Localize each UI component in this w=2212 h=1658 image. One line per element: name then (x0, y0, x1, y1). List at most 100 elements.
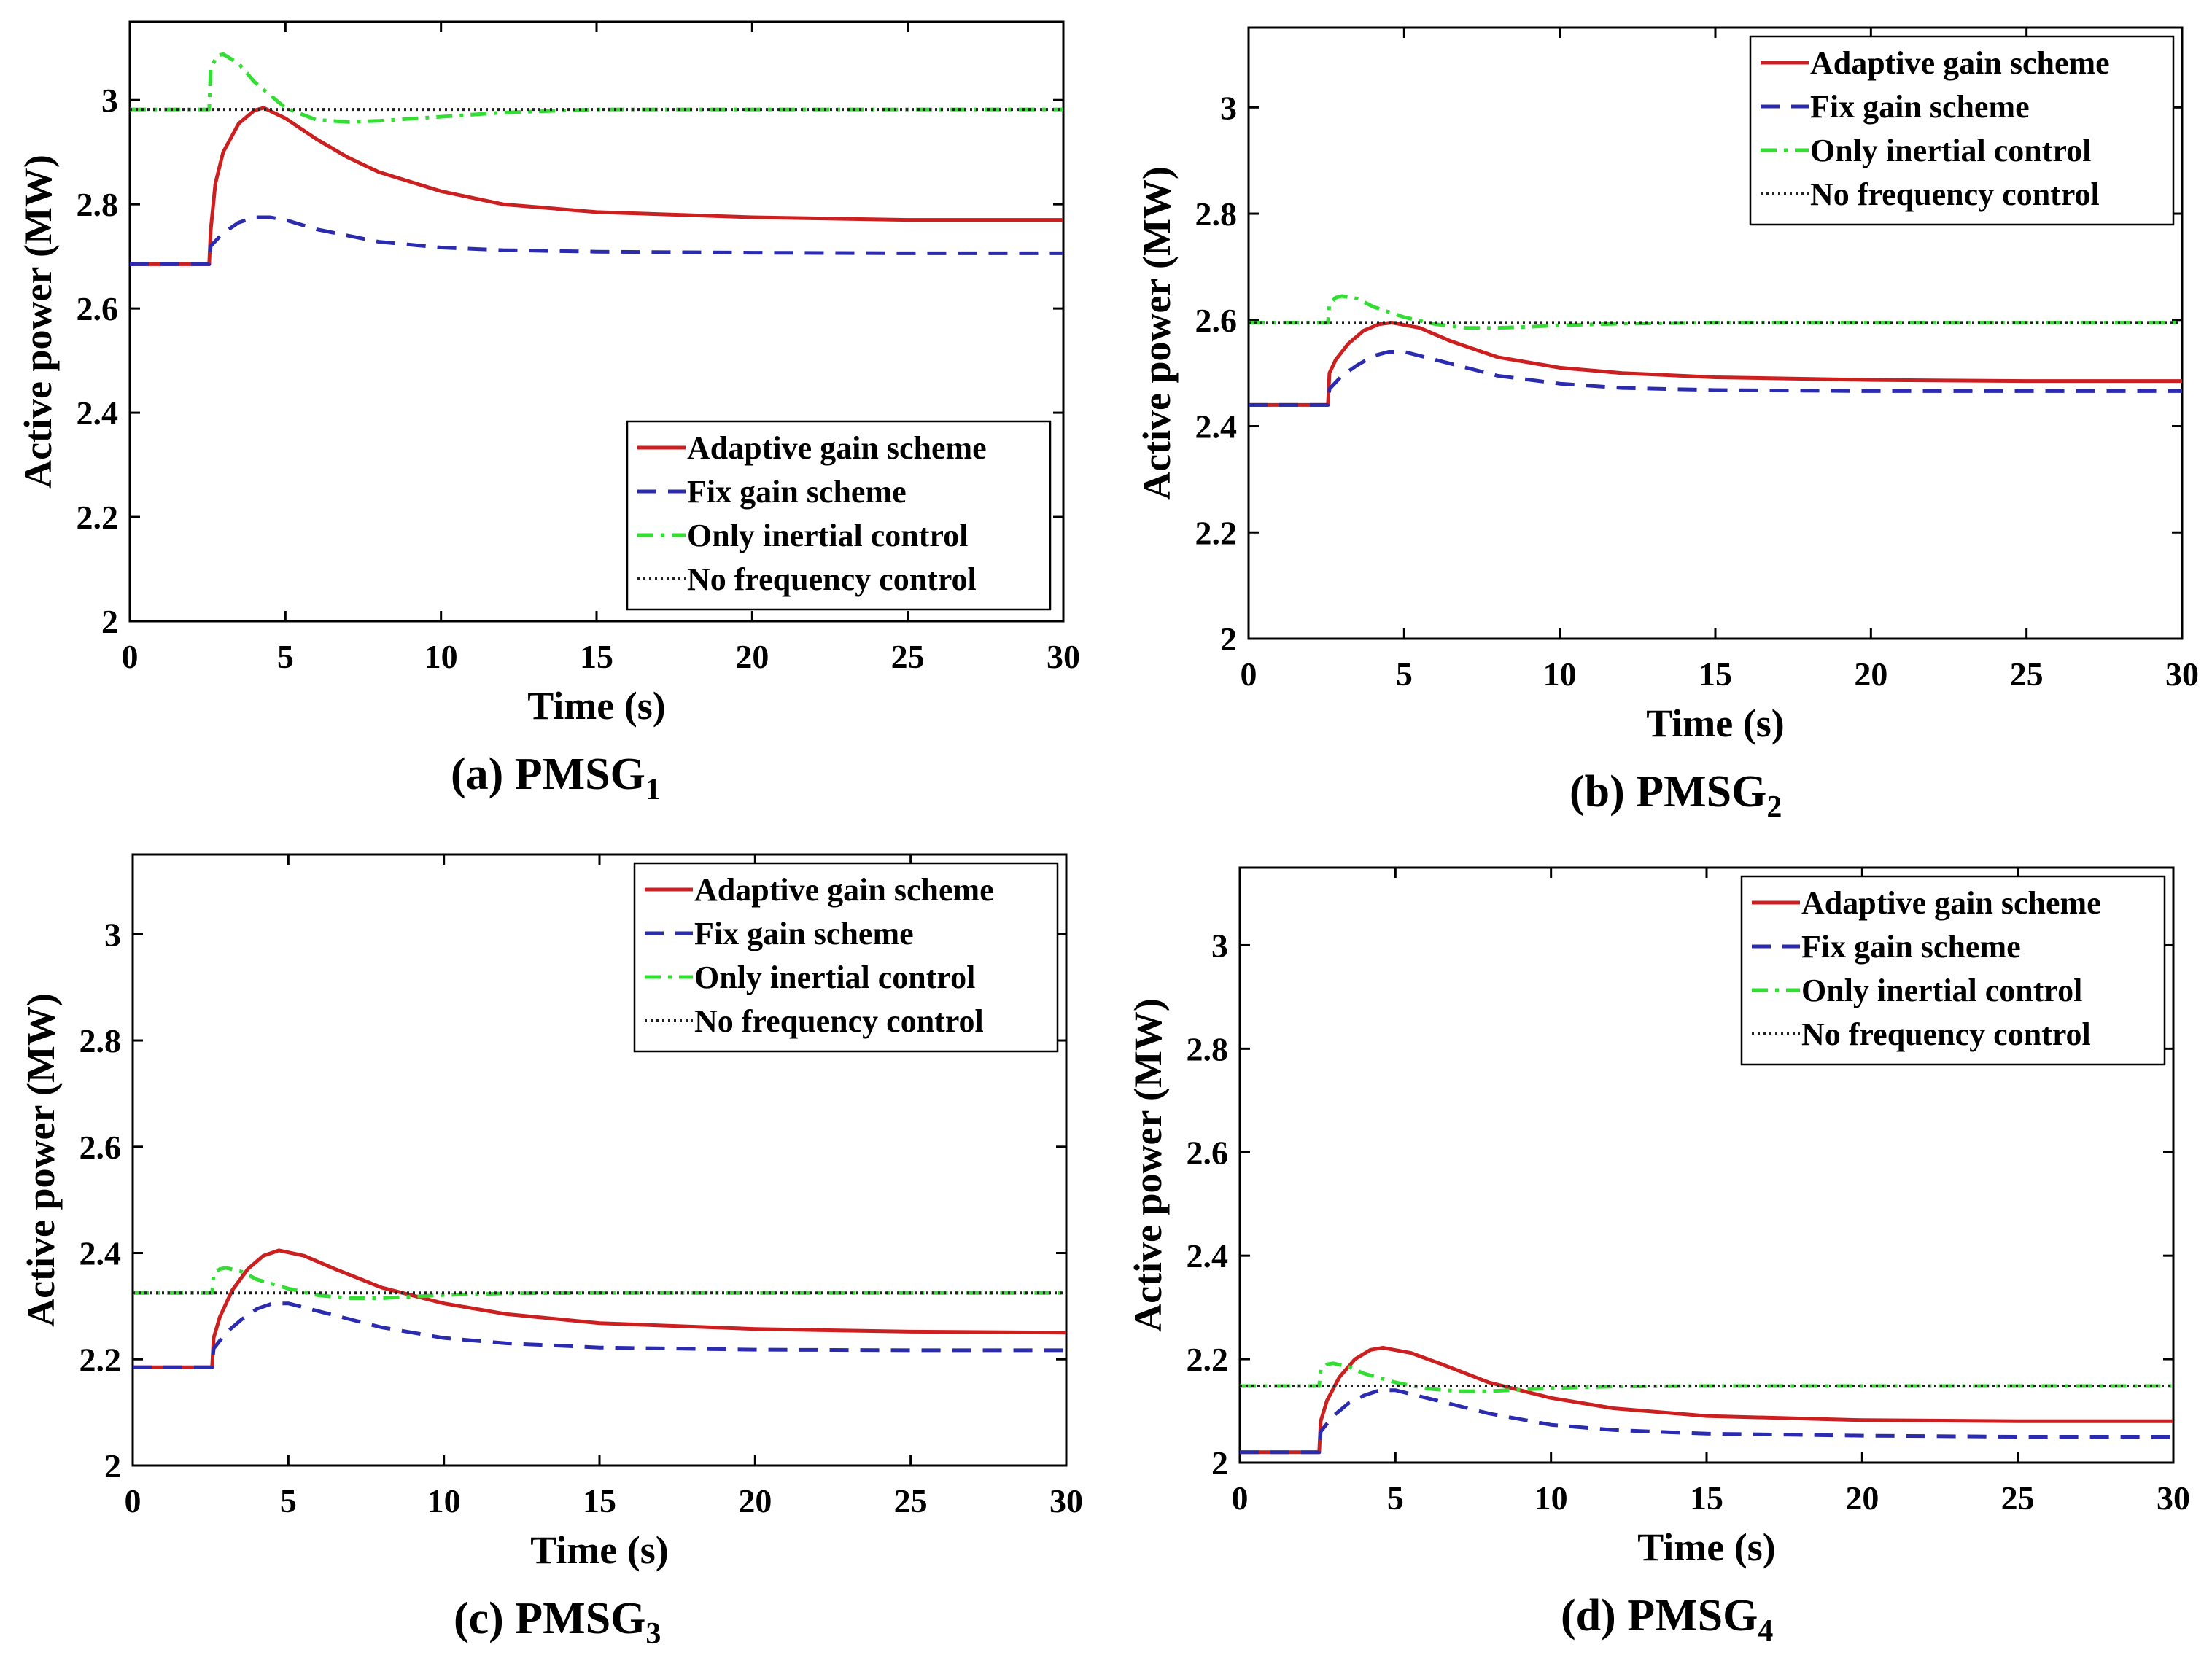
x-tick-label: 20 (1854, 655, 1887, 693)
panel-caption: (a) PMSG1 (451, 750, 661, 806)
caption-text: (d) PMSG (1561, 1591, 1758, 1641)
y-tick-label: 2.8 (79, 1022, 122, 1059)
x-tick-label: 0 (125, 1482, 141, 1519)
x-tick-label: 5 (277, 638, 294, 675)
caption-subscript: 1 (645, 773, 661, 806)
series-line-fix-gain-scheme (1240, 1388, 2173, 1455)
y-tick-label: 3 (104, 916, 121, 953)
x-tick-label: 0 (1232, 1479, 1249, 1517)
x-tick-label: 5 (1396, 655, 1413, 693)
y-tick-label: 2 (1220, 620, 1237, 658)
y-tick-label: 2.4 (79, 1235, 122, 1272)
x-tick-label: 25 (2010, 655, 2044, 693)
y-tick-label: 3 (101, 82, 118, 119)
caption-subscript: 3 (645, 1617, 661, 1651)
legend-entry: Adaptive gain scheme (687, 430, 987, 466)
series-line-only-inertial-control (1240, 1361, 2173, 1393)
y-tick-label: 3 (1220, 89, 1237, 126)
y-tick-label: 2.2 (1195, 514, 1238, 551)
legend-entry: Fix gain scheme (1801, 929, 2021, 965)
chart-panel-2: 0 5 10 15 20 25 30 2 2.2 2.4 2.6 2.8 3 Time (s) Active… (1135, 26, 2199, 824)
y-tick-label: 2.4 (1195, 408, 1238, 445)
x-tick-label: 25 (894, 1482, 928, 1519)
x-tick-label: 10 (1534, 1479, 1568, 1517)
legend-box (1740, 875, 2166, 1066)
y-tick-label: 2.4 (1187, 1237, 1229, 1274)
x-axis-label: Time (s) (1646, 701, 1784, 745)
panel-caption: (d) PMSG4 (1561, 1591, 1773, 1648)
x-tick-label: 5 (280, 1482, 297, 1519)
legend-box (1749, 35, 2175, 226)
y-tick-label: 2.6 (1187, 1134, 1229, 1171)
x-tick-label: 15 (1690, 1479, 1723, 1517)
legend-entry: No frequency control (694, 1003, 984, 1039)
series-line-fix-gain-scheme (133, 1301, 1066, 1369)
chart-panel-4: 0 5 10 15 20 25 30 2 2.2 2.4 2.6 2.8 3 Time (s) Active… (1126, 866, 2190, 1648)
x-tick-label: 30 (2165, 655, 2199, 693)
plot-area (1240, 1346, 2173, 1455)
x-tick-label: 5 (1387, 1479, 1404, 1517)
series-line-adaptive-gain-scheme (130, 106, 1063, 266)
x-tick-label: 15 (583, 1482, 616, 1519)
legend-entry: Only inertial control (1801, 973, 2082, 1008)
caption-text: (b) PMSG (1569, 767, 1766, 817)
legend-entry: Adaptive gain scheme (1801, 885, 2101, 921)
panel-caption: (c) PMSG3 (454, 1594, 661, 1651)
y-tick-label: 3 (1211, 927, 1228, 964)
x-tick-label: 20 (735, 638, 769, 675)
x-axis-label: Time (s) (527, 684, 665, 728)
legend: Adaptive gain scheme Fix gain scheme Only … (626, 420, 1052, 611)
y-axis-label: Active power (MW) (16, 155, 60, 489)
caption-subscript: 4 (1758, 1614, 1773, 1648)
x-tick-label: 30 (1047, 638, 1080, 675)
chart-panel-3: 0 5 10 15 20 25 30 2 2.2 2.4 2.6 2.8 3 Time (s) Active… (19, 853, 1083, 1651)
x-tick-label: 15 (580, 638, 613, 675)
y-tick-label: 2.2 (79, 1341, 122, 1378)
series-line-fix-gain-scheme (130, 215, 1063, 266)
series-line-only-inertial-control (133, 1266, 1066, 1300)
y-axis-label: Active power (MW) (1135, 166, 1179, 500)
y-tick-label: 2.6 (79, 1129, 122, 1166)
chart-panel-1: 0 5 10 15 20 25 30 2 2.2 2.4 2.6 2.8 3 Time (s) Active… (16, 20, 1080, 806)
y-tick-label: 2.2 (1187, 1341, 1229, 1378)
x-tick-label: 10 (424, 638, 458, 675)
x-tick-label: 0 (122, 638, 139, 675)
y-tick-label: 2 (104, 1447, 121, 1484)
series-line-only-inertial-control (130, 52, 1063, 124)
legend-entry: Only inertial control (1810, 133, 2091, 168)
x-axis-label: Time (s) (1637, 1525, 1775, 1569)
series-line-only-inertial-control (1249, 294, 2182, 330)
legend-entry: Only inertial control (687, 518, 968, 553)
legend-box (626, 420, 1052, 611)
panel-caption: (b) PMSG2 (1569, 767, 1782, 824)
y-axis-label: Active power (MW) (1126, 998, 1170, 1332)
y-tick-label: 2.8 (1187, 1030, 1229, 1067)
series-line-adaptive-gain-scheme (1249, 320, 2182, 407)
legend-entry: No frequency control (1801, 1016, 2091, 1052)
series-line-fix-gain-scheme (1249, 350, 2182, 407)
legend-entry: Fix gain scheme (694, 916, 914, 951)
x-tick-label: 0 (1241, 655, 1257, 693)
legend-entry: Only inertial control (694, 960, 975, 995)
x-tick-label: 30 (2157, 1479, 2190, 1517)
legend: Adaptive gain scheme Fix gain scheme Only … (1749, 35, 2175, 226)
legend-entry: Adaptive gain scheme (694, 872, 994, 908)
legend-entry: No frequency control (1810, 176, 2100, 212)
x-tick-label: 25 (2001, 1479, 2035, 1517)
caption-text: (c) PMSG (454, 1594, 645, 1643)
x-tick-label: 30 (1049, 1482, 1083, 1519)
caption-subscript: 2 (1766, 790, 1782, 824)
series-line-adaptive-gain-scheme (1240, 1346, 2173, 1455)
x-tick-label: 15 (1699, 655, 1732, 693)
series-line-adaptive-gain-scheme (133, 1248, 1066, 1369)
y-axis-label: Active power (MW) (19, 993, 63, 1327)
x-tick-label: 20 (1845, 1479, 1879, 1517)
x-tick-label: 20 (738, 1482, 772, 1519)
plot-area (1249, 294, 2182, 407)
legend-entry: Fix gain scheme (1810, 89, 2030, 125)
x-tick-label: 25 (891, 638, 925, 675)
legend: Adaptive gain scheme Fix gain scheme Only … (1740, 875, 2166, 1066)
y-tick-label: 2.6 (1195, 302, 1238, 339)
legend-entry: No frequency control (687, 561, 977, 597)
